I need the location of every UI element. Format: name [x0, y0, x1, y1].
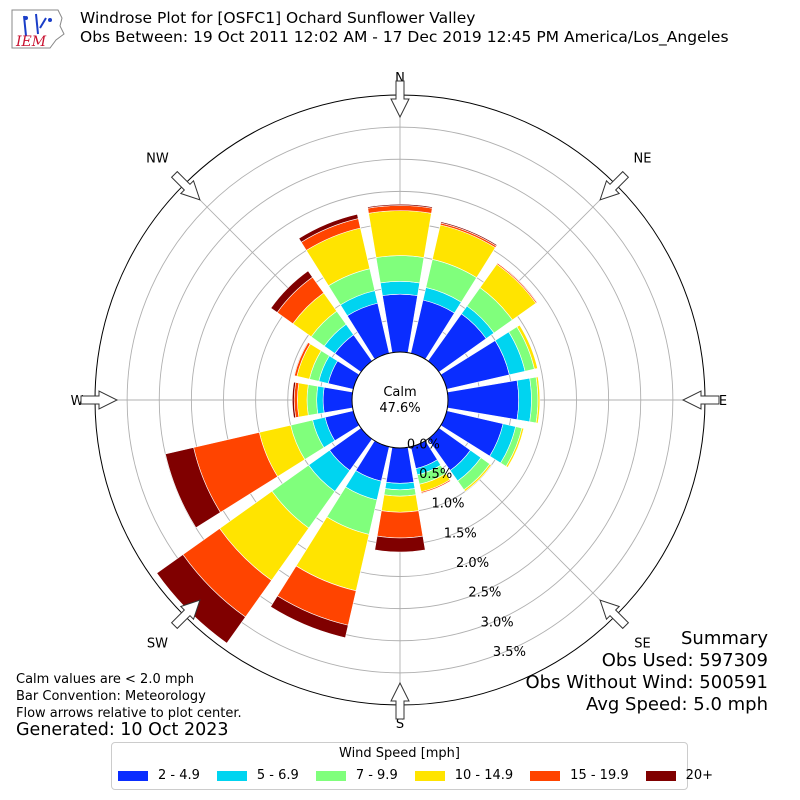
- chart-title: Windrose Plot for [OSFC1] Ochard Sunflow…: [80, 9, 476, 27]
- bar-N-1: [379, 281, 421, 296]
- chart-subtitle: Obs Between: 19 Oct 2011 12:02 AM - 17 D…: [80, 28, 729, 46]
- flow-arrow-icon: [681, 390, 720, 410]
- gridline-ring: [126, 126, 674, 674]
- flow-arrow-icon: [390, 681, 410, 720]
- flow-arrow-icon: [599, 599, 630, 630]
- legend-title: Wind Speed [mph]: [339, 746, 460, 761]
- radial-tick-label: 2.5%: [468, 586, 501, 601]
- legend-label: 20+: [685, 768, 714, 783]
- legend-item: 20+: [645, 768, 714, 783]
- legend-item: 7 - 9.9: [315, 768, 398, 783]
- legend-swatch: [216, 770, 247, 781]
- avg-speed: Avg Speed: 5.0 mph: [586, 694, 768, 715]
- direction-label-sw: SW: [147, 637, 168, 652]
- obs-without-wind: Obs Without Wind: 500591: [525, 672, 769, 693]
- bar-S-1: [384, 481, 416, 491]
- direction-label-e: E: [719, 394, 727, 409]
- bar-W-1: [316, 385, 325, 415]
- bar-E-1: [516, 377, 532, 423]
- direction-label-w: W: [71, 394, 84, 409]
- direction-label-ne: NE: [634, 151, 652, 166]
- svg-text:IEM: IEM: [15, 34, 47, 50]
- legend-swatch: [530, 770, 561, 781]
- legend-item: 15 - 19.9: [530, 768, 629, 783]
- legend-label: 2 - 4.9: [158, 768, 200, 783]
- bar-N-2: [375, 255, 425, 284]
- direction-label-nw: NW: [146, 151, 169, 166]
- legend-swatch: [118, 770, 148, 781]
- bar-WSW-5: [165, 447, 221, 529]
- calm-value: 47.6%: [379, 401, 420, 416]
- radial-tick-label: 3.5%: [493, 645, 526, 660]
- bar-WNW-5: [293, 341, 309, 377]
- flow-arrows-note: Flow arrows relative to plot center.: [16, 706, 242, 721]
- bar-S-3: [381, 494, 419, 513]
- radial-tick-label: 3.0%: [481, 615, 514, 630]
- bar-ENE-3: [516, 324, 538, 370]
- direction-label-se: SE: [634, 637, 650, 652]
- summary-title: Summary: [681, 628, 768, 649]
- legend-label: 5 - 6.9: [256, 768, 299, 783]
- flow-arrow-icon: [170, 170, 201, 201]
- bar-SSW-5: [270, 595, 349, 639]
- bar-ESE-3: [505, 427, 525, 468]
- bar-E-3: [535, 376, 541, 424]
- flow-arrow-icon: [599, 170, 630, 201]
- gridline-ring: [158, 158, 642, 642]
- gridline-ring: [190, 190, 610, 610]
- notes-panel: Calm values are < 2.0 mph Bar Convention…: [16, 671, 242, 722]
- summary-panel: Summary Obs Used: 597309 Obs Without Win…: [526, 628, 769, 716]
- radial-tick-label: 0.0%: [407, 437, 440, 452]
- legend-item: 10 - 14.9: [414, 768, 514, 783]
- legend-item: 5 - 6.9: [216, 768, 299, 783]
- bar-S-4: [376, 510, 424, 539]
- flow-arrow-icon: [80, 390, 119, 410]
- obs-used: Obs Used: 597309: [601, 650, 768, 671]
- legend-swatch: [645, 770, 676, 781]
- generated-date: Generated: 10 Oct 2023: [16, 720, 229, 740]
- bar-SSE-5: [421, 480, 452, 495]
- bar-S-2: [383, 488, 417, 497]
- legend-label: 15 - 19.9: [570, 768, 629, 783]
- calm-note: Calm values are < 2.0 mph: [16, 672, 195, 687]
- bar-W-2: [306, 384, 319, 416]
- legend: Wind Speed [mph] 2 - 4.9 5 - 6.9 7 - 9.9 10…: [111, 742, 713, 790]
- bar-SW-5: [156, 554, 246, 644]
- bar-NE-5: [497, 262, 538, 303]
- calm-label: Calm: [383, 385, 416, 400]
- bar-NNW-5: [298, 213, 359, 243]
- legend-item: 2 - 4.9: [118, 768, 200, 783]
- legend-items: 2 - 4.9 5 - 6.9 7 - 9.9 10 - 14.9 15 - 19.9 2…: [118, 768, 730, 783]
- bar-SE-3: [463, 463, 492, 492]
- flow-arrow-icon: [170, 599, 201, 630]
- direction-label-n: N: [395, 71, 405, 86]
- bar-NW-5: [270, 270, 313, 313]
- bar-W-0: [322, 386, 354, 414]
- direction-label-s: S: [396, 717, 404, 732]
- legend-label: 7 - 9.9: [355, 768, 398, 783]
- bar-NNE-5: [440, 221, 498, 247]
- legend-label: 10 - 14.9: [454, 768, 514, 783]
- radial-tick-label: 1.0%: [431, 497, 464, 512]
- radial-tick-label: 1.5%: [444, 526, 477, 541]
- bar-N-3: [368, 210, 432, 258]
- radial-tick-label: 0.5%: [419, 467, 452, 482]
- iem-logo: IEM: [11, 9, 65, 50]
- bar-W-5: [292, 381, 296, 419]
- legend-swatch: [315, 770, 346, 781]
- bar-N-5: [367, 203, 433, 209]
- bar-N-0: [382, 293, 418, 354]
- calm-circle: [351, 351, 449, 449]
- bar-W-3: [297, 382, 309, 418]
- bar-S-5: [374, 535, 426, 553]
- bar-convention-note: Bar Convention: Meteorology: [16, 689, 206, 704]
- bar-S-0: [385, 446, 415, 484]
- radial-tick-label: 2.0%: [456, 556, 489, 571]
- legend-swatch: [414, 770, 445, 781]
- flow-arrow-icon: [390, 80, 410, 119]
